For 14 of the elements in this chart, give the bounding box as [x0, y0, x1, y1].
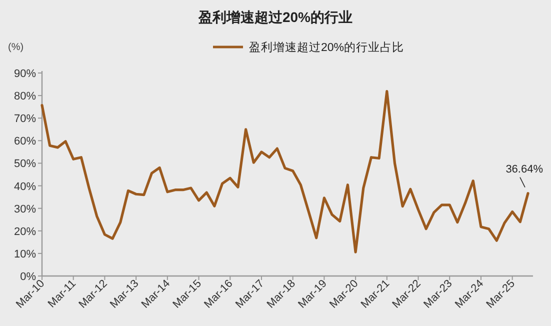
y-tick-label: 20%	[14, 226, 36, 238]
y-tick-label: 60%	[14, 136, 36, 148]
y-tick-label: 90%	[14, 68, 36, 80]
y-axis-title: (%)	[8, 42, 24, 53]
y-tick-label: 10%	[14, 248, 36, 260]
y-tick-label: 0%	[20, 271, 36, 283]
y-tick-label: 30%	[14, 203, 36, 216]
annotation: 36.64%	[506, 163, 544, 176]
y-tick-label: 70%	[14, 113, 36, 126]
legend-label: 盈利增速超过20%的行业占比	[249, 41, 404, 54]
y-tick-label: 40%	[14, 180, 36, 193]
chart-title: 盈利增速超过20%的行业	[197, 9, 353, 25]
y-tick-label: 80%	[14, 90, 36, 103]
y-tick-label: 50%	[14, 158, 36, 170]
